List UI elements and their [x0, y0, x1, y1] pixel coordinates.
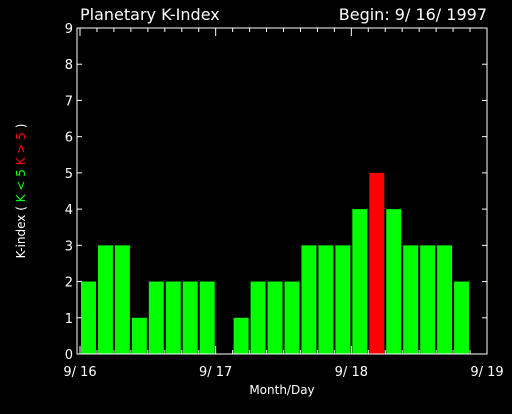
k-index-bar [301, 245, 317, 354]
k-index-bar [182, 281, 198, 354]
y-tick-label: 9 [65, 22, 73, 37]
k-index-bar [81, 281, 96, 354]
y-tick-label: 0 [65, 348, 73, 363]
y-axis-label-part: K < 5 [14, 169, 28, 206]
plot-frame [76, 27, 488, 355]
k-index-bar [97, 245, 113, 354]
y-tick-label: 4 [65, 203, 73, 218]
chart-subtitle: Begin: 9/ 16/ 1997 [339, 5, 487, 24]
k-index-bar [233, 317, 249, 354]
k-index-bar [148, 281, 164, 354]
y-axis-label-part: K > 5 [14, 132, 28, 169]
y-tick-label: 3 [65, 239, 73, 254]
y-axis-label-part: ) [14, 124, 28, 133]
k-index-bar [267, 281, 283, 354]
k-index-bar [386, 209, 402, 354]
k-index-bar [335, 245, 351, 354]
bar-series [81, 172, 470, 354]
y-tick-label: 5 [65, 167, 73, 182]
k-index-bar [165, 281, 181, 354]
k-index-bar [403, 245, 419, 354]
k-index-bar [454, 281, 470, 354]
k-index-bar [318, 245, 334, 354]
k-index-bar [352, 209, 368, 354]
x-tick-label: 9/ 19 [470, 365, 503, 380]
k-index-bar [114, 245, 130, 354]
x-axis: 9/ 16 9/ 17 9/ 18 9/ 19 [63, 28, 504, 380]
chart-title: Planetary K-Index [80, 5, 220, 24]
k-index-bar [437, 245, 453, 354]
y-tick-label: 1 [65, 312, 73, 327]
k-index-bar [250, 281, 266, 354]
y-tick-label: 7 [65, 94, 73, 109]
k-index-bar [131, 317, 147, 354]
k-index-bar [369, 172, 385, 354]
y-axis-label: K-index ( K < 5 K > 5 ) [14, 124, 28, 259]
y-axis: 0 1 2 3 4 5 6 7 8 9 [65, 22, 487, 363]
x-tick-label: 9/ 17 [199, 365, 232, 380]
k-index-bar [420, 245, 436, 354]
y-tick-label: 2 [65, 276, 73, 291]
y-axis-label-part: ( [14, 206, 28, 215]
k-index-bar [284, 281, 300, 354]
x-tick-label: 9/ 18 [335, 365, 368, 380]
y-tick-label: 8 [65, 58, 73, 73]
x-axis-label: Month/Day [249, 383, 314, 397]
k-index-bar [199, 281, 215, 354]
x-tick-label: 9/ 16 [63, 365, 96, 380]
y-axis-label-part: K-index [14, 215, 28, 259]
y-tick-label: 6 [65, 131, 73, 146]
